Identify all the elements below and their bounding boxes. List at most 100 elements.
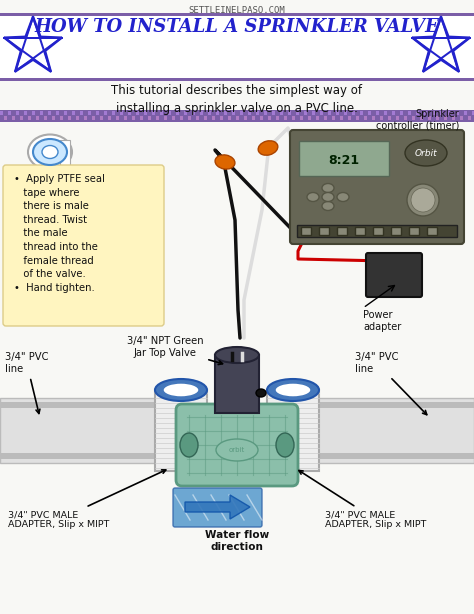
Bar [48,111,51,115]
Bar [184,111,187,115]
Bar [301,227,311,235]
Bar [460,116,463,120]
Ellipse shape [322,193,334,201]
Bar [348,116,351,120]
Bar [0,453,190,459]
Text: Sprinkler
controller (timer): Sprinkler controller (timer) [375,109,459,131]
Bar [100,116,103,120]
Bar [336,111,339,115]
Bar [28,116,31,120]
Bar [380,116,383,120]
Text: 8:21: 8:21 [328,154,360,166]
Bar [44,116,47,120]
Bar [468,116,471,120]
Bar [344,111,347,115]
Bar [64,111,67,115]
Bar [40,111,43,115]
Bar [452,116,455,120]
Bar [284,453,474,459]
Bar [456,111,459,115]
Bar [52,116,55,120]
Bar [80,111,83,115]
Bar [116,116,119,120]
Bar [144,111,147,115]
Bar [220,116,223,120]
Bar [128,111,131,115]
Bar [427,227,437,235]
Bar [412,116,415,120]
FancyBboxPatch shape [366,253,422,297]
Bar [267,390,319,471]
Bar [0,398,190,463]
Bar [300,116,303,120]
Bar [155,390,207,471]
Bar [0,111,3,115]
Bar [352,111,355,115]
Text: 3/4" PVC MALE
ADAPTER, Slip x MIPT: 3/4" PVC MALE ADAPTER, Slip x MIPT [299,470,427,529]
Text: HOW TO INSTALL A SPRINKLER VALVE: HOW TO INSTALL A SPRINKLER VALVE [35,18,439,36]
Bar [168,111,171,115]
Bar [152,111,155,115]
Bar [328,111,331,115]
Bar [60,116,63,120]
Bar [60,140,70,175]
Bar [0,110,474,122]
Bar [360,111,363,115]
Text: orbit: orbit [229,447,245,453]
FancyBboxPatch shape [173,488,262,527]
Ellipse shape [322,201,334,211]
Ellipse shape [215,155,235,169]
Bar [252,116,255,120]
Ellipse shape [337,193,349,201]
Bar [432,111,435,115]
Text: SETTLEINELPASO.COM: SETTLEINELPASO.COM [189,6,285,15]
Bar [332,116,335,120]
Ellipse shape [322,184,334,193]
Bar [312,111,315,115]
Bar [384,111,387,115]
Bar [84,116,87,120]
Bar [132,116,135,120]
Bar [464,111,467,115]
Bar [32,111,35,115]
Bar [391,227,401,235]
Bar [355,227,365,235]
Bar [472,111,474,115]
Bar [288,111,291,115]
Bar [396,116,399,120]
Ellipse shape [407,184,439,216]
Bar [172,116,175,120]
Bar [124,116,127,120]
Bar [200,111,203,115]
Bar [420,116,423,120]
Bar [240,111,243,115]
Bar [272,111,275,115]
Text: Orbit: Orbit [415,149,438,158]
Bar [196,116,199,120]
Bar [216,111,219,115]
Bar [264,111,267,115]
Bar [96,111,99,115]
Ellipse shape [215,347,259,363]
Bar [448,111,451,115]
Ellipse shape [42,146,58,158]
Bar [224,111,227,115]
Bar [120,111,123,115]
Text: 3/4" PVC
line: 3/4" PVC line [355,352,427,414]
Bar [108,116,111,120]
Bar [337,227,347,235]
FancyBboxPatch shape [3,165,164,326]
Ellipse shape [276,433,294,457]
Text: This tutorial describes the simplest way of
installing a sprinkler valve on a PV: This tutorial describes the simplest way… [111,84,363,115]
Ellipse shape [216,439,258,461]
Bar [236,116,239,120]
Ellipse shape [405,140,447,166]
Bar [212,116,215,120]
Bar [304,111,307,115]
Bar [260,116,263,120]
Bar [164,116,167,120]
Bar [4,116,7,120]
Ellipse shape [180,433,198,457]
Bar [388,116,391,120]
Bar [188,116,191,120]
